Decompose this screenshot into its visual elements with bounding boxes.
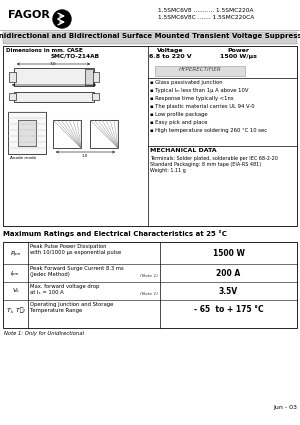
Bar	[14, 92, 94, 102]
Bar	[3, 32, 297, 44]
Text: CASE
SMC/TO-214AB: CASE SMC/TO-214AB	[50, 48, 100, 59]
Text: Max. forward voltage drop
at Iₑ = 100 A: Max. forward voltage drop at Iₑ = 100 A	[30, 284, 99, 295]
Bar	[90, 120, 118, 148]
Text: Note 1: Only for Unidirectional: Note 1: Only for Unidirectional	[4, 331, 84, 336]
Text: ▪ Glass passivated junction: ▪ Glass passivated junction	[150, 80, 223, 85]
Text: Vₑ: Vₑ	[12, 289, 19, 294]
Text: 1.5SMC6V8C ....... 1.5SMC220CA: 1.5SMC6V8C ....... 1.5SMC220CA	[158, 15, 254, 20]
Text: (Note 1): (Note 1)	[140, 292, 158, 296]
Text: 1500 W: 1500 W	[213, 249, 244, 258]
Text: 7.0: 7.0	[50, 62, 56, 66]
Text: 200 A: 200 A	[216, 269, 241, 278]
Bar	[9, 72, 16, 82]
Bar	[9, 93, 16, 100]
Text: Peak Pulse Power Dissipation
with 10/1000 μs exponential pulse: Peak Pulse Power Dissipation with 10/100…	[30, 244, 121, 255]
Text: ▪ The plastic material carries UL 94 V-0: ▪ The plastic material carries UL 94 V-0	[150, 104, 255, 109]
Text: Jun - 03: Jun - 03	[273, 405, 297, 410]
Bar	[85, 69, 93, 85]
Text: ▪ Typical Iₘ less than 1μ A above 10V: ▪ Typical Iₘ less than 1μ A above 10V	[150, 88, 248, 93]
Circle shape	[53, 10, 71, 28]
Text: ▪ Easy pick and place: ▪ Easy pick and place	[150, 120, 208, 125]
Bar	[155, 66, 245, 76]
Bar	[18, 120, 36, 146]
Bar	[8, 112, 46, 154]
Text: - 65  to + 175 °C: - 65 to + 175 °C	[194, 306, 263, 314]
Text: Operating Junction and Storage
Temperature Range: Operating Junction and Storage Temperatu…	[30, 302, 113, 313]
Text: HYPERECTIFIER: HYPERECTIFIER	[178, 67, 221, 72]
Text: Peak Forward Surge Current 8.3 ms
(Jedec Method): Peak Forward Surge Current 8.3 ms (Jedec…	[30, 266, 124, 277]
Text: 1500 W Unidirectional and Bidirectional Surface Mounted Transient Voltage Suppre: 1500 W Unidirectional and Bidirectional …	[0, 33, 300, 39]
Text: 1.5SMC6V8 ........... 1.5SMC220A: 1.5SMC6V8 ........... 1.5SMC220A	[158, 8, 254, 13]
Text: 1.0: 1.0	[82, 154, 88, 158]
Text: Power
1500 W/μs: Power 1500 W/μs	[220, 48, 256, 59]
Text: Pₚₘ: Pₚₘ	[11, 250, 21, 255]
Text: 3.5V: 3.5V	[219, 286, 238, 295]
Text: Maximum Ratings and Electrical Characteristics at 25 °C: Maximum Ratings and Electrical Character…	[3, 230, 227, 237]
Bar	[53, 120, 81, 148]
Text: MECHANICAL DATA: MECHANICAL DATA	[150, 148, 217, 153]
Text: Voltage
6.8 to 220 V: Voltage 6.8 to 220 V	[149, 48, 191, 59]
Text: Tⱼ, T₞ₗ: Tⱼ, T₞ₗ	[7, 307, 24, 313]
Bar	[3, 46, 297, 226]
Text: Terminals: Solder plated, solderable per IEC 68-2-20
Standard Packaging: 8 mm ta: Terminals: Solder plated, solderable per…	[150, 156, 278, 173]
Bar	[3, 242, 297, 328]
Text: ▪ Response time typically <1ns: ▪ Response time typically <1ns	[150, 96, 234, 101]
Text: Iₚₘ: Iₚₘ	[11, 270, 20, 275]
Text: ▪ High temperature soldering 260 °C 10 sec: ▪ High temperature soldering 260 °C 10 s…	[150, 128, 267, 133]
Text: Dimensions in mm.: Dimensions in mm.	[6, 48, 65, 53]
Bar	[92, 93, 99, 100]
Bar	[92, 72, 99, 82]
Text: Anode mode: Anode mode	[10, 156, 36, 160]
Text: ▪ Low profile package: ▪ Low profile package	[150, 112, 208, 117]
Text: (Note 1): (Note 1)	[140, 274, 158, 278]
Bar	[14, 68, 94, 86]
Text: FAGOR: FAGOR	[8, 10, 50, 20]
